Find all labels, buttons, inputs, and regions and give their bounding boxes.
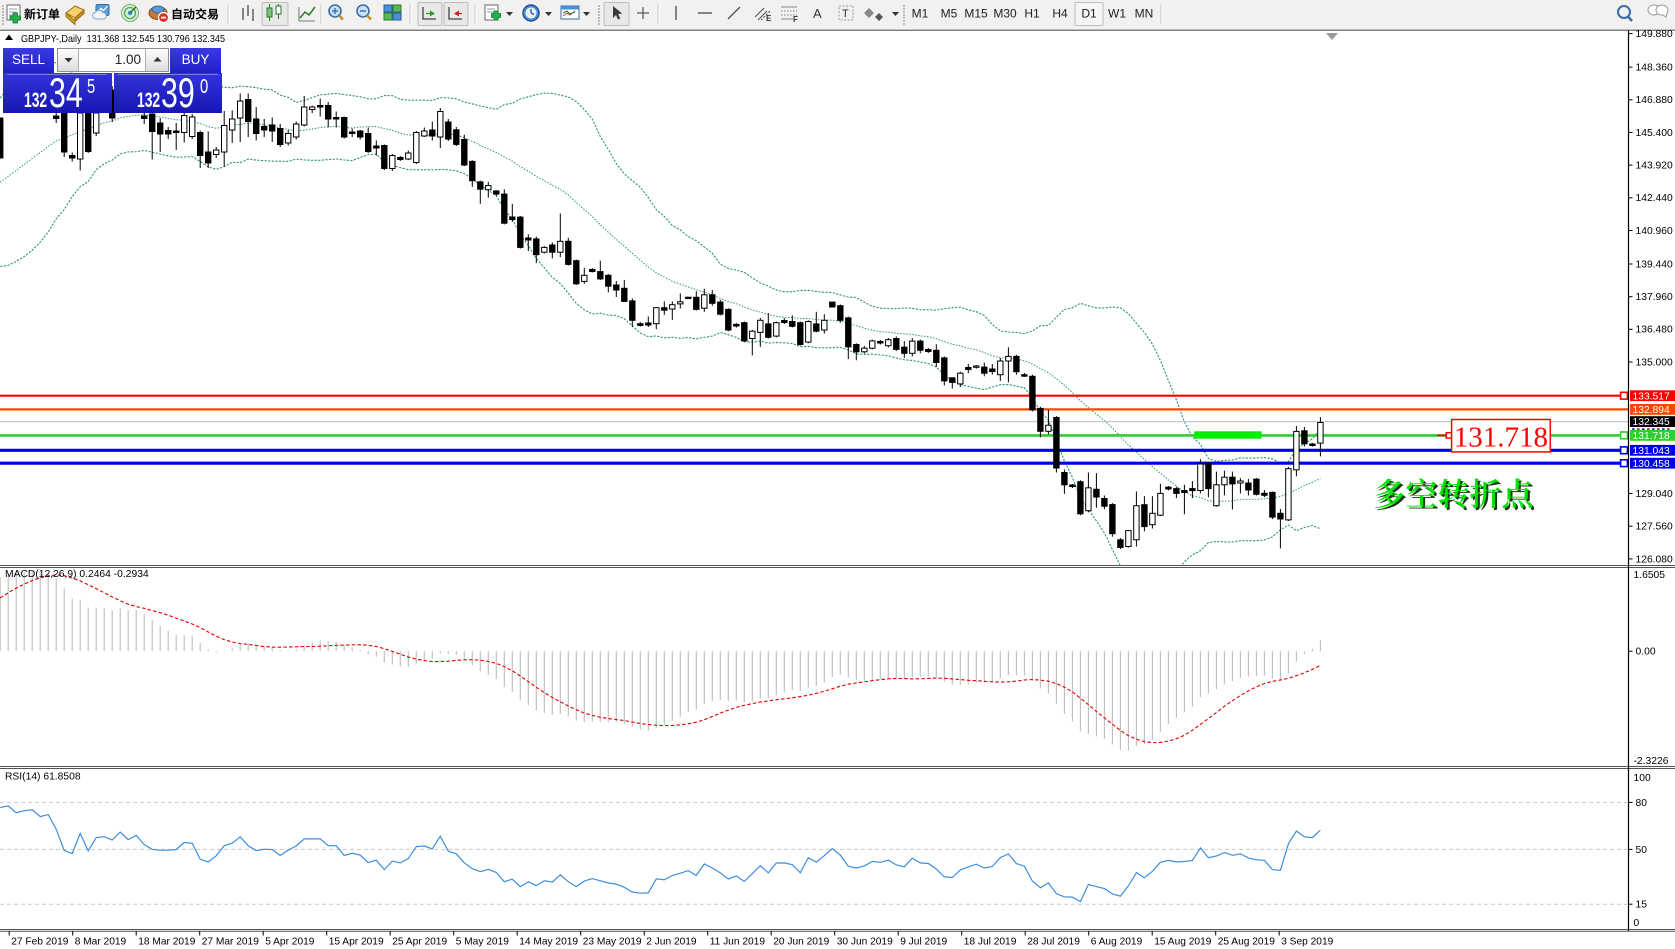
svg-text:137.960: 137.960 (1636, 292, 1673, 303)
svg-text:-2.3226: -2.3226 (1634, 756, 1669, 767)
svg-text:6 Aug 2019: 6 Aug 2019 (1091, 937, 1143, 948)
svg-text:28 Jul 2019: 28 Jul 2019 (1027, 937, 1080, 948)
svg-text:50: 50 (1636, 845, 1648, 856)
svg-text:130.458: 130.458 (1633, 459, 1670, 470)
svg-text:9 Jul 2019: 9 Jul 2019 (900, 937, 947, 948)
svg-text:M1: M1 (912, 7, 929, 21)
svg-text:11 Jun 2019: 11 Jun 2019 (710, 937, 766, 948)
svg-text:15: 15 (1636, 900, 1648, 911)
svg-text:139.440: 139.440 (1636, 259, 1673, 270)
svg-text:5 Apr 2019: 5 Apr 2019 (265, 937, 315, 948)
svg-text:A: A (813, 6, 822, 21)
svg-text:136.480: 136.480 (1636, 325, 1673, 336)
svg-text:8 Mar 2019: 8 Mar 2019 (75, 937, 127, 948)
svg-text:100: 100 (1634, 773, 1651, 784)
svg-text:80: 80 (1636, 798, 1648, 809)
svg-text:18 Jul 2019: 18 Jul 2019 (964, 937, 1017, 948)
svg-text:23 May 2019: 23 May 2019 (583, 937, 642, 948)
svg-text:131.043: 131.043 (1633, 446, 1670, 457)
svg-text:1.6505: 1.6505 (1634, 570, 1666, 581)
svg-text:25 Apr 2019: 25 Apr 2019 (392, 937, 447, 948)
svg-text:146.880: 146.880 (1636, 95, 1673, 106)
svg-text:M15: M15 (964, 7, 988, 21)
svg-text:3 Sep 2019: 3 Sep 2019 (1281, 937, 1333, 948)
svg-text:15 Aug 2019: 15 Aug 2019 (1154, 937, 1212, 948)
svg-text:MN: MN (1135, 7, 1154, 21)
svg-text:M5: M5 (941, 7, 958, 21)
svg-text:2 Jun 2019: 2 Jun 2019 (646, 937, 697, 948)
svg-text:5 May 2019: 5 May 2019 (456, 937, 510, 948)
svg-text:27 Mar 2019: 27 Mar 2019 (202, 937, 260, 948)
svg-text:140.960: 140.960 (1636, 226, 1673, 237)
svg-text:M30: M30 (993, 7, 1017, 21)
svg-text:143.920: 143.920 (1636, 161, 1673, 172)
svg-text:RSI(14) 61.8508: RSI(14) 61.8508 (5, 772, 81, 783)
svg-text:132.345: 132.345 (1633, 417, 1670, 428)
svg-text:T: T (842, 8, 849, 20)
svg-text:0: 0 (1634, 918, 1640, 929)
svg-text:E: E (766, 14, 772, 23)
svg-text:GBPJPY-,Daily 131.368 132.545: GBPJPY-,Daily 131.368 132.545 130.796 13… (21, 34, 225, 45)
svg-text:MACD(12,26,9) 0.2464 -0.2934: MACD(12,26,9) 0.2464 -0.2934 (5, 569, 149, 580)
svg-text:131.718: 131.718 (1633, 431, 1670, 442)
svg-text:135.000: 135.000 (1636, 357, 1673, 368)
svg-text:0.00: 0.00 (1636, 647, 1656, 658)
svg-text:27 Feb 2019: 27 Feb 2019 (11, 937, 69, 948)
svg-text:148.360: 148.360 (1636, 63, 1673, 74)
svg-text:132.894: 132.894 (1633, 405, 1670, 416)
svg-text:18 Mar 2019: 18 Mar 2019 (138, 937, 196, 948)
svg-text:30 Jun 2019: 30 Jun 2019 (837, 937, 893, 948)
svg-text:149.880: 149.880 (1636, 29, 1673, 40)
svg-text:H4: H4 (1052, 7, 1068, 21)
svg-text:133.517: 133.517 (1633, 391, 1670, 402)
svg-text:H1: H1 (1024, 7, 1040, 21)
svg-text:126.080: 126.080 (1636, 554, 1673, 565)
svg-text:15 Apr 2019: 15 Apr 2019 (329, 937, 384, 948)
svg-text:20 Jun 2019: 20 Jun 2019 (773, 937, 829, 948)
svg-text:F: F (793, 15, 798, 24)
svg-text:131.718: 131.718 (1454, 422, 1548, 454)
svg-text:127.560: 127.560 (1636, 522, 1673, 533)
svg-text:14 May 2019: 14 May 2019 (519, 937, 578, 948)
svg-text:142.440: 142.440 (1636, 193, 1673, 204)
svg-text:145.400: 145.400 (1636, 128, 1673, 139)
svg-text:129.040: 129.040 (1636, 489, 1673, 500)
svg-text:D1: D1 (1081, 7, 1097, 21)
svg-text:25 Aug 2019: 25 Aug 2019 (1218, 937, 1276, 948)
svg-text:W1: W1 (1108, 7, 1126, 21)
